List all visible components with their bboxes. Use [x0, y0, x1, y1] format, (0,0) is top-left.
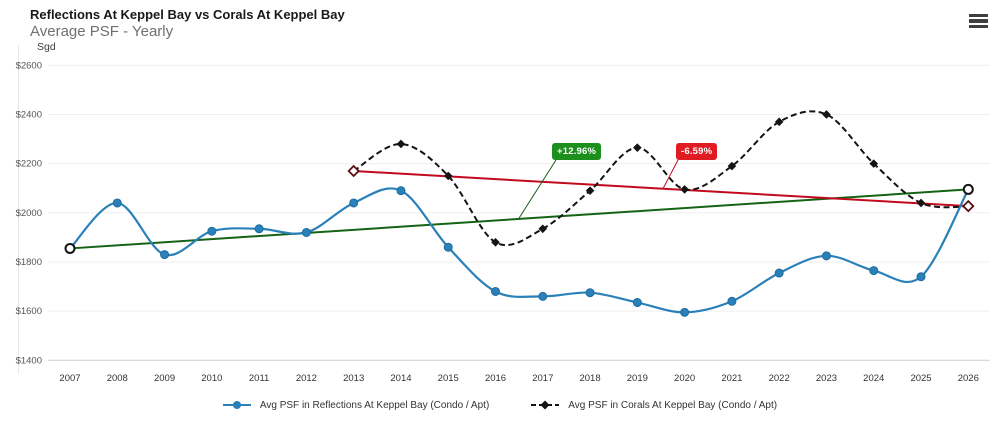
hamburger-menu-icon — [968, 19, 988, 23]
trend-line — [69, 188, 969, 250]
trend-badge-reflections: +12.96% — [552, 143, 602, 160]
series-point-diamond — [727, 161, 737, 171]
series-point-diamond — [491, 237, 500, 247]
series-point-diamond — [633, 143, 642, 152]
series-point-circle — [774, 268, 784, 278]
series-point-circle — [632, 298, 642, 308]
trend-endpoint-open-circle — [962, 183, 974, 195]
y-axis-tick-label: $1600 — [16, 306, 42, 317]
trend-endpoint-open-diamond — [962, 199, 975, 213]
trend-line — [353, 169, 969, 208]
series-point-diamond — [585, 186, 595, 195]
series-point-circle — [680, 307, 690, 317]
legend-marker-diamond-icon — [531, 400, 560, 410]
legend-marker-circle-icon — [222, 401, 251, 409]
series-point-circle — [916, 272, 926, 282]
x-axis-tick-label: 2010 — [201, 373, 222, 384]
series-point-diamond — [680, 185, 689, 194]
series-line-reflections — [69, 187, 970, 314]
series-point-circle — [160, 250, 170, 260]
series-point-circle — [396, 186, 406, 196]
chart-title: Reflections At Keppel Bay vs Corals At K… — [30, 7, 345, 22]
series-point-circle — [821, 251, 831, 261]
hamburger-menu-icon — [968, 13, 988, 18]
series-point-diamond — [869, 159, 879, 168]
x-axis-tick-label: 2021 — [721, 373, 742, 384]
series-point-diamond — [916, 198, 926, 208]
legend: Avg PSF in Reflections At Keppel Bay (Co… — [0, 399, 1000, 411]
x-axis-tick-label: 2008 — [107, 373, 128, 384]
legend-label-corals: Avg PSF in Corals At Keppel Bay (Condo /… — [568, 399, 778, 411]
series-point-circle — [112, 198, 122, 208]
x-axis-tick-label: 2022 — [769, 373, 790, 384]
hamburger-menu-icon — [968, 24, 988, 29]
trend-badge-callout-line — [662, 159, 679, 189]
y-axis-tick-label: $2600 — [16, 60, 42, 71]
y-axis-tick-label: $2200 — [16, 159, 42, 170]
x-axis-tick-label: 2014 — [390, 373, 411, 384]
legend-item-corals[interactable]: Avg PSF in Corals At Keppel Bay (Condo /… — [531, 399, 777, 411]
x-axis-tick-label: 2020 — [674, 373, 695, 384]
series-point-diamond — [443, 171, 453, 181]
series-point-circle — [538, 291, 548, 301]
y-axis-tick-label: $1400 — [16, 355, 42, 366]
series-point-circle — [254, 224, 264, 234]
legend-diamond — [540, 400, 550, 410]
x-axis-tick-label: 2016 — [485, 373, 506, 384]
legend-circle — [232, 401, 241, 409]
series-point-circle — [207, 226, 217, 236]
y-axis-tick-label: $2000 — [16, 208, 42, 219]
trend-endpoint-open-diamond — [347, 164, 360, 178]
series-point-circle — [443, 242, 453, 252]
x-axis-tick-label: 2026 — [958, 373, 979, 384]
y-axis-unit-label: Sgd — [37, 41, 56, 53]
series-point-circle — [727, 296, 737, 306]
y-axis-tick-label: $2400 — [16, 109, 42, 120]
legend-item-reflections[interactable]: Avg PSF in Reflections At Keppel Bay (Co… — [222, 399, 490, 411]
x-axis-tick-label: 2013 — [343, 373, 364, 384]
x-axis-tick-label: 2024 — [863, 373, 884, 384]
x-axis-tick-label: 2007 — [59, 373, 80, 384]
series-point-diamond — [822, 110, 831, 119]
series-point-circle — [869, 266, 879, 276]
x-axis-tick-label: 2018 — [579, 373, 600, 384]
series-point-circle — [491, 286, 501, 296]
trend-endpoint-open-circle — [64, 242, 76, 254]
series-point-circle — [301, 227, 311, 237]
series-point-diamond — [538, 224, 548, 234]
x-axis-tick-label: 2012 — [296, 373, 317, 384]
series-point-diamond — [774, 117, 784, 127]
x-axis-tick-label: 2025 — [910, 373, 931, 384]
series-point-circle — [349, 198, 359, 208]
chart-subtitle: Average PSF - Yearly — [30, 23, 174, 40]
series-point-diamond — [396, 139, 406, 149]
x-axis-tick-label: 2023 — [816, 373, 837, 384]
x-axis-tick-label: 2019 — [627, 373, 648, 384]
series-line-corals — [353, 110, 969, 247]
chart-context-menu-button[interactable] — [964, 9, 992, 33]
trend-badge-corals: -6.59% — [676, 143, 718, 160]
x-axis-tick-label: 2015 — [438, 373, 459, 384]
x-axis-tick-label: 2017 — [532, 373, 553, 384]
y-axis-tick-label: $1800 — [16, 257, 42, 268]
trend-badge-callout-line — [518, 159, 557, 220]
x-axis-tick-label: 2009 — [154, 373, 175, 384]
x-axis-tick-label: 2011 — [249, 373, 269, 384]
legend-label-reflections: Avg PSF in Reflections At Keppel Bay (Co… — [259, 399, 490, 411]
series-point-circle — [585, 288, 595, 298]
